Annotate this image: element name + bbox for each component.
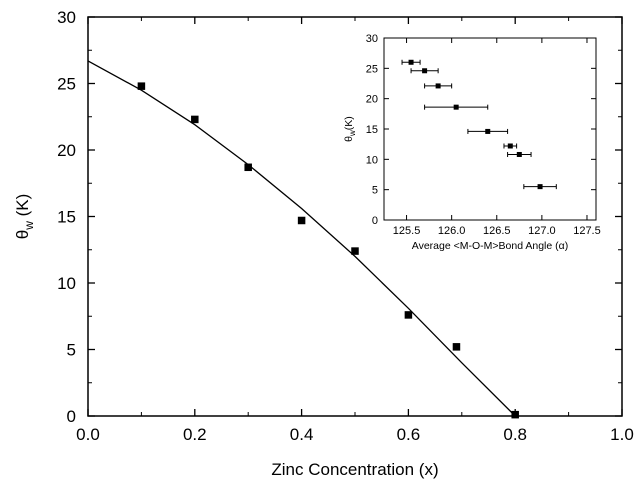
main-x-tick-label: 0.2 <box>183 425 207 444</box>
main-y-axis-label: θw (K) <box>13 194 36 240</box>
main-y-tick-label: 5 <box>67 341 76 360</box>
inset-x-tick-label: 127.5 <box>573 225 601 237</box>
main-x-tick-label: 0.0 <box>76 425 100 444</box>
inset-y-ticks: 0 5 10 15 20 25 30 <box>366 33 596 227</box>
main-data-point <box>137 82 146 90</box>
inset-data-point <box>507 143 513 149</box>
inset-x-axis-label: Average <M-O-M>Bond Angle (α) <box>412 240 568 252</box>
main-x-tick-label: 0.4 <box>290 425 314 444</box>
inset-y-axis-label-symbol: θ <box>343 136 355 142</box>
inset-x-tick-label: 126.0 <box>438 225 466 237</box>
inset-x-tick-label: 127.0 <box>528 225 556 237</box>
inset-data-point <box>435 83 441 89</box>
inset-x-ticks: 125.5 126.0 126.5 127.0 127.5 <box>393 38 601 237</box>
inset-data-point <box>453 104 459 110</box>
inset-y-tick-label: 10 <box>366 154 378 166</box>
main-data-point <box>297 216 306 225</box>
inset-data-point <box>485 128 491 134</box>
main-y-tick-label: 30 <box>57 8 76 27</box>
main-y-axis-label-symbol: θ <box>13 230 32 239</box>
main-fit-curve <box>87 60 516 417</box>
inset-data-point <box>408 59 414 65</box>
main-data-point <box>452 343 461 351</box>
main-x-ticks: 0.0 0.2 0.4 0.6 0.8 1.0 <box>76 17 634 444</box>
main-y-tick-label: 25 <box>57 75 76 94</box>
main-data-point <box>351 247 359 255</box>
inset-plot: 125.5 126.0 126.5 127.0 127.5 0 5 10 15 20 25 30 A… <box>343 33 601 252</box>
main-data-point <box>191 115 199 124</box>
main-y-axis-label-unit: (K) <box>13 194 32 221</box>
inset-y-tick-label: 25 <box>366 63 378 75</box>
inset-y-axis-label-subscript: w <box>348 130 357 137</box>
inset-y-axis-label: θw(K) <box>343 116 357 142</box>
main-x-axis-label: Zinc Concentration (x) <box>271 460 438 479</box>
main-y-ticks: 0 5 10 15 20 25 30 <box>57 8 622 426</box>
main-data-point <box>244 163 252 172</box>
main-y-tick-label: 10 <box>57 274 76 293</box>
inset-data-points <box>401 59 557 190</box>
main-y-tick-label: 20 <box>57 141 76 160</box>
main-x-tick-label: 0.6 <box>397 425 421 444</box>
inset-data-point <box>537 184 543 190</box>
inset-x-tick-label: 125.5 <box>393 225 421 237</box>
inset-y-tick-label: 15 <box>366 124 378 136</box>
main-data-points <box>137 82 519 419</box>
main-data-point <box>511 410 519 419</box>
inset-x-tick-label: 126.5 <box>483 225 511 237</box>
inset-y-tick-label: 0 <box>372 215 378 227</box>
inset-data-point <box>422 68 428 74</box>
main-x-tick-label: 0.8 <box>503 425 527 444</box>
inset-y-tick-label: 5 <box>372 185 378 197</box>
main-plot: 0.0 0.2 0.4 0.6 0.8 1.0 0 5 10 15 20 25 30 Zinc Con… <box>13 8 634 479</box>
main-y-axis-label-subscript: w <box>22 221 36 231</box>
inset-y-tick-label: 20 <box>366 94 378 106</box>
main-y-tick-label: 15 <box>57 208 76 227</box>
main-y-tick-label: 0 <box>67 407 76 426</box>
inset-y-tick-label: 30 <box>366 33 378 45</box>
inset-data-point <box>516 151 522 157</box>
main-x-tick-label: 1.0 <box>610 425 634 444</box>
main-data-point <box>404 311 413 319</box>
inset-y-axis-label-unit: (K) <box>343 116 355 130</box>
